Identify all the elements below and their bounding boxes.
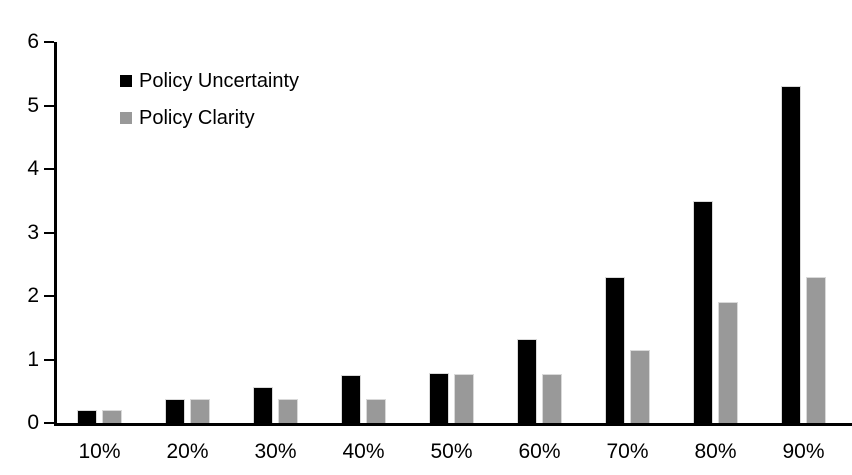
policy-uncertainty-swatch-icon bbox=[120, 75, 132, 87]
y-axis-tick-label: 4 bbox=[27, 157, 39, 180]
bar-policy-clarity-60% bbox=[542, 374, 562, 423]
legend-item-policy-uncertainty: Policy Uncertainty bbox=[120, 69, 299, 93]
y-axis-tick bbox=[44, 104, 54, 107]
y-axis-tick-label: 0 bbox=[27, 411, 39, 434]
plot-area: 0 1 2 3 4 5 6 10% 20% 30% 40% 50% 60% 70% 80% 90% bbox=[27, 30, 852, 463]
bar-policy-uncertainty-90% bbox=[781, 86, 801, 423]
x-axis-tick-label: 40% bbox=[342, 440, 385, 463]
bar-policy-clarity-40% bbox=[366, 399, 386, 423]
bar-policy-uncertainty-80% bbox=[693, 201, 713, 423]
bar-policy-uncertainty-10% bbox=[77, 410, 97, 423]
y-axis-tick-label: 2 bbox=[27, 284, 39, 307]
legend-label-policy-clarity: Policy Clarity bbox=[139, 106, 255, 129]
x-axis-tick-label: 10% bbox=[78, 440, 121, 463]
x-axis-tick-label: 80% bbox=[694, 440, 737, 463]
y-axis-tick-label: 5 bbox=[27, 93, 39, 117]
bar-policy-clarity-70% bbox=[630, 350, 650, 423]
bar-policy-uncertainty-30% bbox=[253, 387, 273, 423]
x-axis-tick-label: 50% bbox=[430, 440, 473, 463]
bar-policy-clarity-80% bbox=[718, 302, 738, 423]
policy-clarity-swatch-icon bbox=[120, 112, 132, 124]
y-axis-tick bbox=[44, 422, 54, 424]
y-axis-tick bbox=[44, 41, 54, 43]
x-axis-tick-label: 90% bbox=[782, 440, 825, 463]
bar-policy-uncertainty-20% bbox=[165, 399, 185, 423]
y-axis-tick bbox=[44, 231, 54, 234]
bar-policy-clarity-30% bbox=[278, 399, 298, 423]
x-axis-tick-label: 20% bbox=[166, 440, 209, 463]
bar-policy-uncertainty-50% bbox=[429, 373, 449, 423]
x-axis-tick-label: 70% bbox=[606, 440, 649, 463]
legend: Policy Uncertainty Policy Clarity bbox=[120, 69, 299, 143]
bar-policy-uncertainty-40% bbox=[341, 375, 361, 423]
bar-policy-uncertainty-60% bbox=[517, 339, 537, 423]
x-axis-tick-label: 60% bbox=[518, 440, 561, 463]
bar-policy-uncertainty-70% bbox=[605, 277, 625, 423]
y-axis-tick-label: 3 bbox=[27, 220, 39, 244]
bar-policy-clarity-50% bbox=[454, 374, 474, 423]
y-axis-tick bbox=[44, 358, 54, 361]
bar-policy-clarity-10% bbox=[102, 410, 122, 423]
bar-policy-clarity-20% bbox=[190, 399, 210, 423]
x-axis-tick-label: 30% bbox=[254, 440, 297, 463]
y-axis-tick-label: 1 bbox=[27, 347, 39, 371]
legend-item-policy-clarity: Policy Clarity bbox=[120, 106, 299, 130]
bar-policy-clarity-90% bbox=[806, 277, 826, 423]
y-axis-tick-label: 6 bbox=[27, 30, 39, 53]
y-axis-tick bbox=[44, 295, 54, 297]
legend-label-policy-uncertainty: Policy Uncertainty bbox=[139, 69, 300, 92]
y-axis-tick bbox=[44, 168, 54, 170]
